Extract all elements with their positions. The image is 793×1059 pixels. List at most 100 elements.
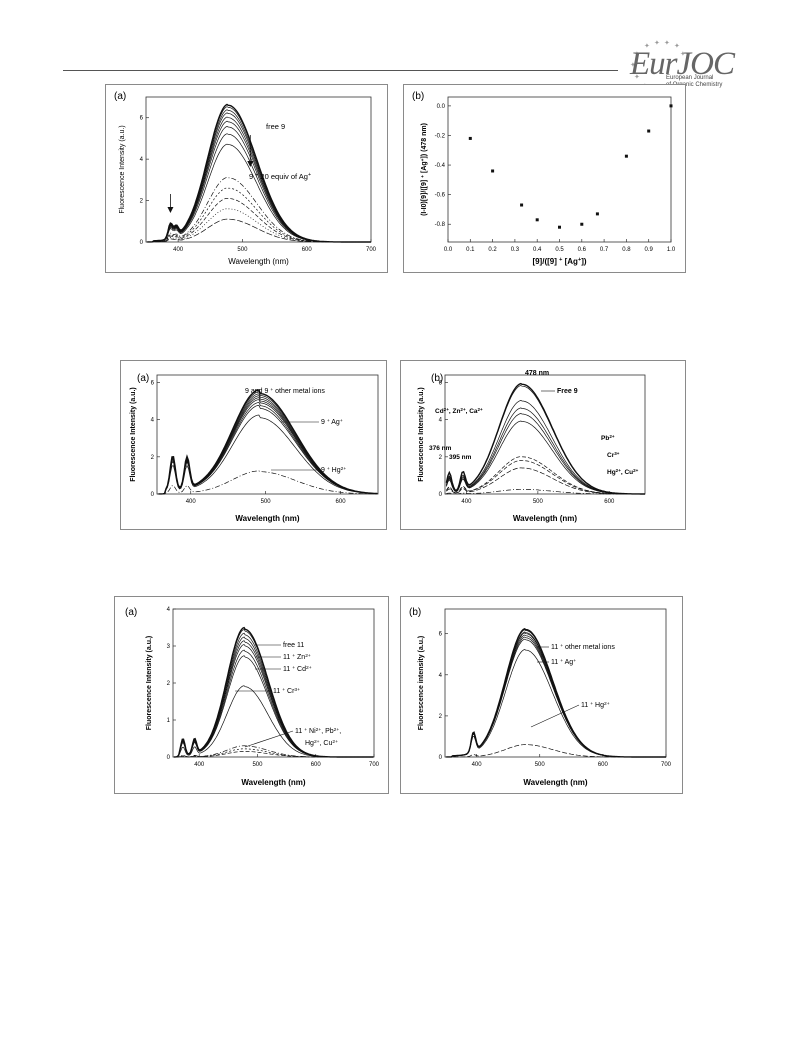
x-tick-label: 500 bbox=[261, 499, 272, 505]
p3a-svg: (a) 400 500 600 700 0 1 2 3 4 Wavelength (nm) Fluor… bbox=[125, 607, 380, 787]
x-tick-label: 600 bbox=[598, 762, 609, 768]
y-tick-label: 4 bbox=[167, 607, 171, 613]
svg-text:✦: ✦ bbox=[644, 42, 650, 50]
y-tick-label: 2 bbox=[140, 199, 144, 205]
figure1-panel-b: (b) 0.0 0.1 0.2 0.3 0.4 0.5 0.6 0.7 0.8 0.9 1.0 -0.8… bbox=[403, 84, 686, 273]
annotation-label: 11 + Ag+ bbox=[551, 659, 576, 667]
peak-arrow-head bbox=[167, 207, 174, 213]
svg-text:✦: ✦ bbox=[634, 50, 640, 58]
plot-frame bbox=[444, 374, 646, 495]
x-tick-label: 400 bbox=[461, 499, 472, 505]
series-line bbox=[446, 456, 645, 495]
y-axis-label: Fluorescence Intensity (a.u.) bbox=[130, 387, 137, 482]
y-tick-label: 2 bbox=[167, 681, 171, 687]
panel-label: (a) bbox=[114, 91, 126, 102]
y-axis-label: Fluorescence Intensity (a.u.) bbox=[119, 125, 126, 213]
x-tick-label: 600 bbox=[311, 762, 322, 768]
annotation-label: free 9 bbox=[266, 122, 285, 131]
data-point bbox=[647, 129, 651, 133]
p2b-svg: (b) 400 500 600 0 2 4 6 Wavelength (nm) Fluoresce… bbox=[418, 370, 646, 523]
p3b-svg: (b) 400 500 600 700 0 2 4 6 Wavelength (nm) Fluore… bbox=[409, 607, 672, 787]
plot-frame bbox=[444, 608, 667, 758]
y-tick-label: 4 bbox=[140, 157, 144, 163]
x-tick-label: 0.6 bbox=[578, 247, 587, 253]
series-line bbox=[446, 744, 666, 758]
series-line bbox=[446, 467, 645, 495]
y-tick-label: 0 bbox=[439, 492, 443, 498]
panel-label: (b) bbox=[412, 91, 424, 102]
svg-text:✦: ✦ bbox=[674, 42, 680, 50]
annotation-label: 11 + Cr3+ bbox=[273, 687, 300, 696]
x-tick-label: 600 bbox=[604, 499, 615, 505]
annotation-label: 11 + Zn2+ bbox=[283, 653, 311, 662]
y-tick-label: 3 bbox=[167, 644, 171, 650]
x-tick-label: 500 bbox=[535, 762, 546, 768]
plot-frame bbox=[172, 608, 375, 758]
x-tick-label: 600 bbox=[302, 247, 313, 253]
annotation-label: 11 + Cd2+ bbox=[283, 665, 312, 674]
series-line bbox=[147, 208, 371, 243]
panel-label: (a) bbox=[137, 373, 149, 384]
plot-frame bbox=[145, 96, 372, 243]
series-line bbox=[446, 420, 645, 495]
y-tick-label: -0.4 bbox=[435, 163, 446, 169]
x-axis-label: Wavelength (nm) bbox=[513, 514, 577, 523]
y-axis-label: Fluorescence Intensity (a.u.) bbox=[146, 636, 153, 731]
x-axis-label: Wavelength (nm) bbox=[235, 514, 299, 523]
annotation-arrow bbox=[244, 730, 294, 748]
x-axis-label: Wavelength (nm) bbox=[241, 778, 305, 787]
y-tick-label: 0 bbox=[140, 240, 144, 246]
header-rule bbox=[63, 70, 618, 71]
y-tick-label: -0.8 bbox=[435, 222, 446, 228]
y-tick-label: 0 bbox=[439, 755, 443, 761]
annotation-label: Hg2+, Cu2+ bbox=[305, 739, 338, 748]
y-tick-label: 6 bbox=[151, 380, 155, 386]
y-tick-label: 4 bbox=[151, 418, 155, 424]
x-tick-label: 0.5 bbox=[555, 247, 564, 253]
figure3-panel-b: (b) 400 500 600 700 0 2 4 6 Wavelength (nm) Fluore… bbox=[400, 596, 683, 794]
plot-frame bbox=[156, 374, 379, 495]
panel-label: (b) bbox=[409, 607, 421, 618]
p1b-svg: (b) 0.0 0.1 0.2 0.3 0.4 0.5 0.6 0.7 0.8 0.9 1.0 -0.8… bbox=[412, 91, 676, 266]
annotation-label: 11 + Ni2+, Pb2+, bbox=[295, 727, 341, 736]
decrease-arrow-head bbox=[247, 161, 254, 167]
x-tick-label: 0.9 bbox=[645, 247, 654, 253]
series-line bbox=[158, 404, 378, 495]
logo-subtitle: European Journal of Organic Chemistry bbox=[666, 75, 723, 88]
series-line bbox=[147, 143, 371, 243]
x-tick-label: 0.1 bbox=[466, 247, 475, 253]
x-tick-label: 400 bbox=[194, 762, 205, 768]
y-tick-label: 2 bbox=[151, 455, 155, 461]
x-axis-label: Wavelength (nm) bbox=[228, 257, 289, 266]
data-point bbox=[491, 169, 495, 173]
figure2-panel-b: (b) 400 500 600 0 2 4 6 Wavelength (nm) Fluoresce… bbox=[400, 360, 686, 530]
annotation-label: 11 + other metal ions bbox=[551, 644, 615, 652]
y-axis-label: Fluorescence intensity (a.u.) bbox=[418, 636, 425, 731]
data-point bbox=[580, 222, 584, 226]
data-point bbox=[669, 104, 673, 108]
annotation-label: 9 and 9 + other metal ions bbox=[245, 388, 325, 396]
annotation-label: 9 + Hg2+ bbox=[321, 466, 346, 475]
x-axis-label: [9]/([9] + [Ag+]) bbox=[532, 257, 586, 266]
series-line bbox=[446, 459, 645, 495]
plot-frame bbox=[447, 96, 672, 243]
annotation-label: 395 nm bbox=[449, 454, 472, 461]
series-line bbox=[158, 414, 378, 495]
svg-text:✦: ✦ bbox=[654, 40, 660, 47]
x-tick-label: 500 bbox=[252, 762, 263, 768]
annotation-label: Pb2+ bbox=[601, 434, 615, 443]
y-tick-label: 2 bbox=[439, 455, 443, 461]
series-line bbox=[147, 218, 371, 243]
x-tick-label: 1.0 bbox=[667, 247, 676, 253]
figure3-panel-a: (a) 400 500 600 700 0 1 2 3 4 Wavelength (nm) Fluor… bbox=[114, 596, 389, 794]
x-tick-label: 700 bbox=[369, 762, 380, 768]
data-point bbox=[624, 154, 628, 158]
series-line bbox=[158, 470, 378, 495]
logo-title: EurJOC bbox=[630, 46, 735, 82]
series-line bbox=[174, 685, 374, 758]
y-tick-label: 0 bbox=[151, 492, 155, 498]
x-tick-label: 400 bbox=[173, 247, 184, 253]
annotation-arrow bbox=[530, 704, 580, 728]
annotation-label: Hg2+, Cu2+ bbox=[607, 468, 639, 477]
y-tick-label: 6 bbox=[439, 380, 443, 386]
